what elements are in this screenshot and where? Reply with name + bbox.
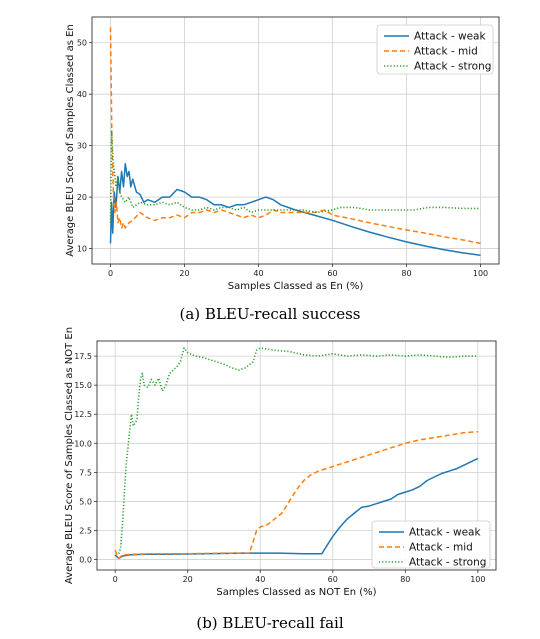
chart-a-svg: 0 20 40 60 80 100 10 20 30 40 50 Samples Classed as…	[65, 16, 500, 292]
chart-a-xtick-label-1: 20	[179, 269, 189, 278]
chart-b-xtick-label-5: 100	[470, 575, 485, 584]
chart-b-xtick-label-4: 80	[400, 575, 410, 584]
chart-a-xlabel: Samples Classed as En (%)	[228, 281, 364, 292]
chart-a-plot-frame	[91, 16, 500, 265]
caption-a: (a) BLEU-recall success	[179, 305, 361, 323]
chart-a-ytick-label-0: 10	[77, 245, 87, 254]
chart-a-legend-label-1: Attack - mid	[414, 46, 478, 58]
chart-a-ytick-label-1: 20	[77, 193, 87, 202]
chart-bleu-recall-success: 0 20 40 60 80 100 10 20 30 40 50 Samples Classed as…	[0, 0, 540, 300]
chart-b-ytick-label-6: 15.0	[74, 381, 92, 390]
chart-a-xtick-label-4: 80	[401, 269, 411, 278]
chart-a-ytick-label-3: 40	[77, 90, 87, 99]
chart-bleu-recall-fail: 0 20 40 60 80 100 0.0 2.5 5.0 7.5 10.0 12.5 15.0 17.5…	[0, 325, 540, 610]
chart-a-series-group	[109, 27, 481, 257]
chart-b-legend-label-1: Attack - mid	[409, 542, 473, 554]
chart-b-xtick-label-1: 20	[183, 575, 193, 584]
chart-b-legend-label-0: Attack - weak	[409, 527, 481, 539]
chart-b-ylabel: Average BLEU Score of Samples Classed as…	[64, 327, 75, 584]
chart-b-ytick-label-7: 17.5	[74, 352, 92, 361]
chart-a-ytick-label-4: 50	[77, 39, 87, 48]
chart-a-series-attack-weak	[109, 162, 481, 257]
chart-a-xtick-label-3: 60	[327, 269, 337, 278]
chart-b-ytick-label-5: 12.5	[74, 410, 92, 419]
chart-b-xtick-label-3: 60	[328, 575, 338, 584]
chart-a-legend-label-2: Attack - strong	[414, 61, 491, 73]
chart-b-ytick-label-4: 10.0	[74, 439, 92, 448]
chart-b-xlabel: Samples Classed as NOT En (%)	[216, 587, 376, 598]
chart-b-ytick-label-2: 5.0	[79, 497, 92, 506]
chart-a-ylabel: Average BLEU Score of Samples Classed as…	[65, 24, 76, 257]
chart-b-xtick-label-0: 0	[113, 575, 118, 584]
chart-a-xtick-label-5: 100	[473, 269, 488, 278]
chart-a-legend: Attack - weak Attack - mid Attack - strong	[376, 24, 494, 75]
chart-b-plot-frame	[96, 340, 497, 571]
chart-a-series-attack-mid	[109, 27, 481, 245]
chart-a-legend-label-0: Attack - weak	[414, 31, 486, 43]
chart-a-xtick-label-2: 40	[253, 269, 263, 278]
chart-b-xtick-label-2: 40	[255, 575, 265, 584]
chart-b-ytick-label-3: 7.5	[79, 468, 92, 477]
chart-b-ytick-label-1: 2.5	[79, 526, 92, 535]
chart-a-ytick-label-2: 30	[77, 142, 87, 151]
caption-b: (b) BLEU-recall fail	[196, 614, 344, 632]
chart-b-series-group	[114, 347, 479, 560]
chart-b-legend: Attack - weak Attack - mid Attack - strong	[371, 520, 491, 569]
chart-b-svg: 0 20 40 60 80 100 0.0 2.5 5.0 7.5 10.0 12.5 15.0 17.5…	[64, 327, 497, 598]
chart-b-legend-label-2: Attack - strong	[409, 557, 486, 569]
chart-a-legend-box	[376, 24, 494, 75]
chart-b-series-attack-strong	[118, 347, 478, 554]
chart-a-series-attack-strong	[109, 129, 481, 223]
chart-a-xtick-label-0: 0	[108, 269, 113, 278]
chart-b-ytick-label-0: 0.0	[79, 556, 92, 565]
